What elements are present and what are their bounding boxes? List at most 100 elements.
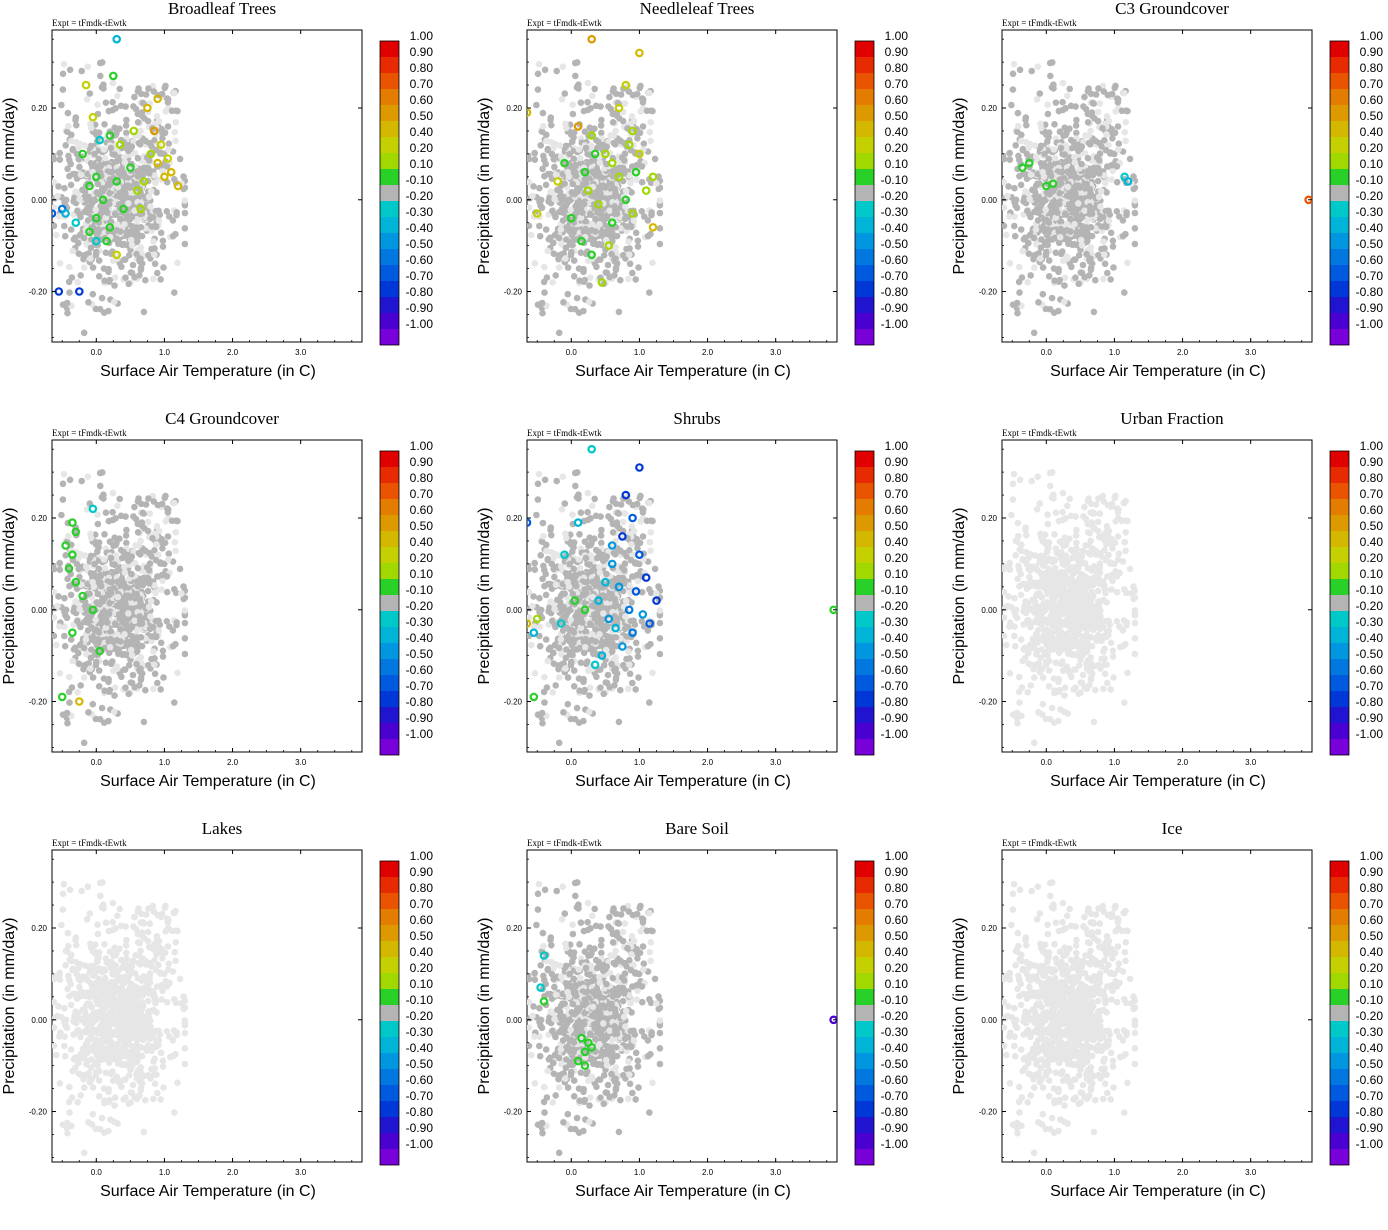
background-point [556,330,563,337]
background-point [125,592,132,599]
background-point [1110,243,1117,250]
x-axis-label: Surface Air Temperature (in C) [100,363,316,380]
panel-title: Broadleaf Trees [168,0,276,18]
background-point [165,533,172,540]
background-point [1064,192,1071,199]
colorbar: 1.000.900.800.700.600.500.400.200.10-0.1… [380,29,433,345]
colorbar-label: -0.50 [406,237,434,251]
background-point [558,153,565,160]
colorbar-swatch [1330,217,1349,233]
colorbar-label: -0.60 [1356,253,1384,267]
colorbar-label: -0.40 [406,631,434,645]
background-point [1122,138,1129,145]
x-tick-label: 3.0 [1245,348,1257,357]
colorbar-swatch [380,691,399,707]
background-point [173,529,180,536]
background-point [149,535,156,542]
background-point [80,256,87,263]
background-point [629,113,636,120]
background-point [625,648,632,655]
background-point [1044,101,1051,108]
background-point [1031,235,1038,242]
background-point [552,211,559,218]
background-point [92,207,99,214]
background-point [1083,251,1090,258]
background-point [1075,281,1082,288]
colorbar-label: 0.10 [410,157,434,171]
background-point [143,501,150,508]
background-point [68,636,75,643]
background-point [53,232,60,239]
background-point [537,643,544,650]
background-point [577,565,584,572]
background-point [99,705,106,712]
background-point [536,471,543,478]
background-point [133,661,140,668]
background-point [1103,224,1110,231]
background-point [1013,197,1020,204]
background-point [548,122,555,129]
background-point [634,560,641,567]
background-point [593,264,600,271]
colorbar: 1.000.900.800.700.600.500.400.200.10-0.1… [855,29,908,345]
background-point [547,188,554,195]
background-point [614,260,621,267]
background-point [558,226,565,233]
background-point [572,483,579,490]
colorbar-swatch [380,185,399,201]
background-point [60,496,67,503]
y-tick-label: 0.00 [981,196,997,205]
background-point [591,86,598,93]
background-point [540,123,547,130]
colorbar-swatch [855,313,874,329]
background-point [1064,158,1071,165]
background-point [560,473,567,480]
background-point [64,720,71,727]
background-point [145,519,152,526]
background-point [622,613,629,620]
colorbar-label: -0.10 [1356,173,1384,187]
background-point [131,274,138,281]
background-point [598,532,605,539]
colorbar-swatch [380,89,399,105]
background-point [586,709,593,716]
background-point [1038,143,1045,150]
background-point [597,190,604,197]
background-point [70,198,77,205]
background-point [1058,145,1065,152]
background-point [101,121,108,128]
background-point [539,310,546,317]
background-point [112,666,119,673]
background-point [610,498,617,505]
background-point [639,179,646,186]
background-point [591,535,598,542]
background-point [532,260,539,267]
background-point [604,553,611,560]
background-point [1047,60,1054,67]
background-point [553,68,560,75]
background-point [62,233,69,240]
background-point [76,606,83,613]
colorbar-label: 0.80 [410,471,434,485]
background-point [77,211,84,218]
colorbar-swatch [380,611,399,627]
background-point [58,512,65,519]
background-point [1030,256,1037,263]
background-point [1051,309,1058,316]
colorbar-label: -0.60 [406,253,434,267]
background-point [537,233,544,240]
background-point [111,561,118,568]
background-point [1081,94,1088,101]
background-point [622,510,629,517]
background-point [99,611,106,618]
background-point [1071,221,1078,228]
colorbar-swatch [1330,105,1349,121]
background-point [1091,309,1098,316]
background-point [129,214,136,221]
background-point [1016,264,1023,271]
background-point [605,672,612,679]
x-tick-label: 0.0 [91,758,103,767]
